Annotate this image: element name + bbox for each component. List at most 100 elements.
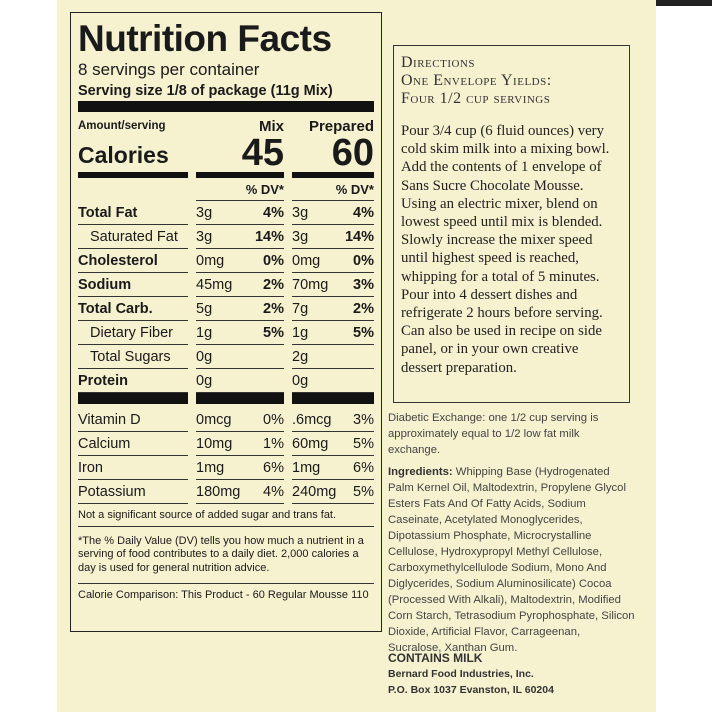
amount: 10mg <box>196 435 233 452</box>
column-name: Prepared <box>308 118 374 135</box>
amount: .6mcg <box>292 411 332 428</box>
value-cell: 240mg 5% <box>292 480 374 504</box>
value-cell: 180mg 4% <box>196 480 284 504</box>
daily-value: 3% <box>353 411 374 428</box>
nutrient-name: Saturated Fat <box>90 228 178 245</box>
company-address: P.O. Box 1037 Evanston, IL 60204 <box>388 684 554 696</box>
daily-value: 5% <box>263 324 284 341</box>
dv-label: % DV* <box>245 181 284 197</box>
nutrient-name: Iron <box>78 459 103 476</box>
directions-heading: One Envelope Yields: <box>401 72 552 89</box>
dv-header: % DV* <box>292 178 374 201</box>
nutrient-row: Calcium 10mg 1% 60mg 5% <box>78 432 374 456</box>
daily-value: 14% <box>254 228 284 245</box>
label-cell: Amount/serving Calories <box>78 112 188 178</box>
calories-value: 45 <box>241 132 284 174</box>
nutrient-row: Protein 0g 0g <box>78 369 374 393</box>
nutrient-name: Cholesterol <box>78 252 158 269</box>
corner <box>656 0 712 6</box>
title: Nutrition Facts <box>78 18 332 59</box>
dv-label: % DV* <box>335 181 374 197</box>
comparison: Calorie Comparison: This Product - 60 Re… <box>78 589 369 601</box>
value-cell: 0g <box>196 345 284 369</box>
value-cell: 5g 2% <box>196 297 284 321</box>
value-cell: 1g 5% <box>292 321 374 345</box>
ingredients-text: Whipping Base (Hydrogenated Palm Kernel … <box>388 466 635 654</box>
nutrient-name: Calcium <box>78 435 131 452</box>
value-cell: 3g 4% <box>196 201 284 225</box>
directions-heading: Four 1/2 cup servings <box>401 90 551 107</box>
amount: 0mg <box>292 252 321 269</box>
nutrient-row: Vitamin D 0mcg 0% .6mcg 3% <box>78 408 374 432</box>
nutrient-row: Total Fat 3g 4% 3g 4% <box>78 201 374 225</box>
calories-label: Calories <box>78 142 169 168</box>
nutrition-facts: Nutrition Facts 8 servings per container… <box>70 12 382 632</box>
value-cell: 7g 2% <box>292 297 374 321</box>
directions-heading: Directions <box>401 54 475 71</box>
daily-value: 0% <box>263 411 284 428</box>
name-cell: Cholesterol <box>78 249 188 273</box>
calories-value: 60 <box>331 132 374 174</box>
value-cell: 1g 5% <box>196 321 284 345</box>
name-cell: Vitamin D <box>78 408 188 432</box>
daily-value: 1% <box>263 435 284 452</box>
nutrient-name: Protein <box>78 372 128 389</box>
nutrient-row: Saturated Fat 3g 14% 3g 14% <box>78 225 374 249</box>
amount: 60mg <box>292 435 329 452</box>
value-cell: 0mg 0% <box>196 249 284 273</box>
amount: 0mg <box>196 252 225 269</box>
daily-value: 0% <box>353 252 374 269</box>
daily-value: 0% <box>263 252 284 269</box>
name-cell: Calcium <box>78 432 188 456</box>
amount: 0g <box>196 348 213 365</box>
amount: 1mg <box>292 459 321 476</box>
daily-value: 5% <box>353 435 374 452</box>
value-cell: 3g 14% <box>292 225 374 249</box>
value-cell: 2g <box>292 345 374 369</box>
value-cell: 10mg 1% <box>196 432 284 456</box>
mix-header: Mix 45 <box>196 112 284 178</box>
nutrient-name: Total Carb. <box>78 300 153 317</box>
amount: 70mg <box>292 276 329 293</box>
amount: 3g <box>196 204 213 221</box>
amount: 1g <box>292 324 309 341</box>
daily-value: 4% <box>353 204 374 221</box>
daily-value: 6% <box>263 459 284 476</box>
daily-value: 3% <box>353 276 374 293</box>
value-cell: 60mg 5% <box>292 432 374 456</box>
nutrient-row: Total Carb. 5g 2% 7g 2% <box>78 297 374 321</box>
amount: 3g <box>292 204 309 221</box>
header-row: Amount/serving Calories Mix 45 Prepared … <box>78 112 374 178</box>
column-name: Mix <box>258 118 284 135</box>
nutrient-row: Sodium 45mg 2% 70mg 3% <box>78 273 374 297</box>
dv-row: % DV* % DV* <box>78 178 374 201</box>
value-cell: 1mg 6% <box>292 456 374 480</box>
value-cell: 0g <box>292 369 374 393</box>
company-name: Bernard Food Industries, Inc. <box>388 668 534 680</box>
directions: Directions One Envelope Yields: Four 1/2… <box>393 45 630 403</box>
thick-bar <box>78 393 374 404</box>
ingredients: Ingredients: Whipping Base (Hydrogenated… <box>388 464 636 656</box>
amount: 2g <box>292 348 309 365</box>
value-cell: 45mg 2% <box>196 273 284 297</box>
allergen: CONTAINS MILK <box>388 651 483 665</box>
amount: 240mg <box>292 483 337 500</box>
value-cell: 3g 4% <box>292 201 374 225</box>
name-cell: Total Fat <box>78 201 188 225</box>
name-cell: Total Sugars <box>78 345 188 369</box>
daily-value: 2% <box>353 300 374 317</box>
value-cell: 1mg 6% <box>196 456 284 480</box>
diabetic-exchange: Diabetic Exchange: one 1/2 cup serving i… <box>388 412 599 456</box>
nutrient-name: Sodium <box>78 276 132 293</box>
amount: 5g <box>196 300 213 317</box>
amount: 0g <box>196 372 213 389</box>
nutrient-name: Total Sugars <box>90 348 171 365</box>
vitamin-rows: Vitamin D 0mcg 0% .6mcg 3% Calcium 10mg 1% 60mg 5… <box>78 408 374 504</box>
name-cell: Sodium <box>78 273 188 297</box>
servings: 8 servings per container <box>78 60 260 79</box>
amount: 1mg <box>196 459 225 476</box>
name-cell: Potassium <box>78 480 188 504</box>
daily-value: 5% <box>353 324 374 341</box>
daily-value: 14% <box>344 228 374 245</box>
